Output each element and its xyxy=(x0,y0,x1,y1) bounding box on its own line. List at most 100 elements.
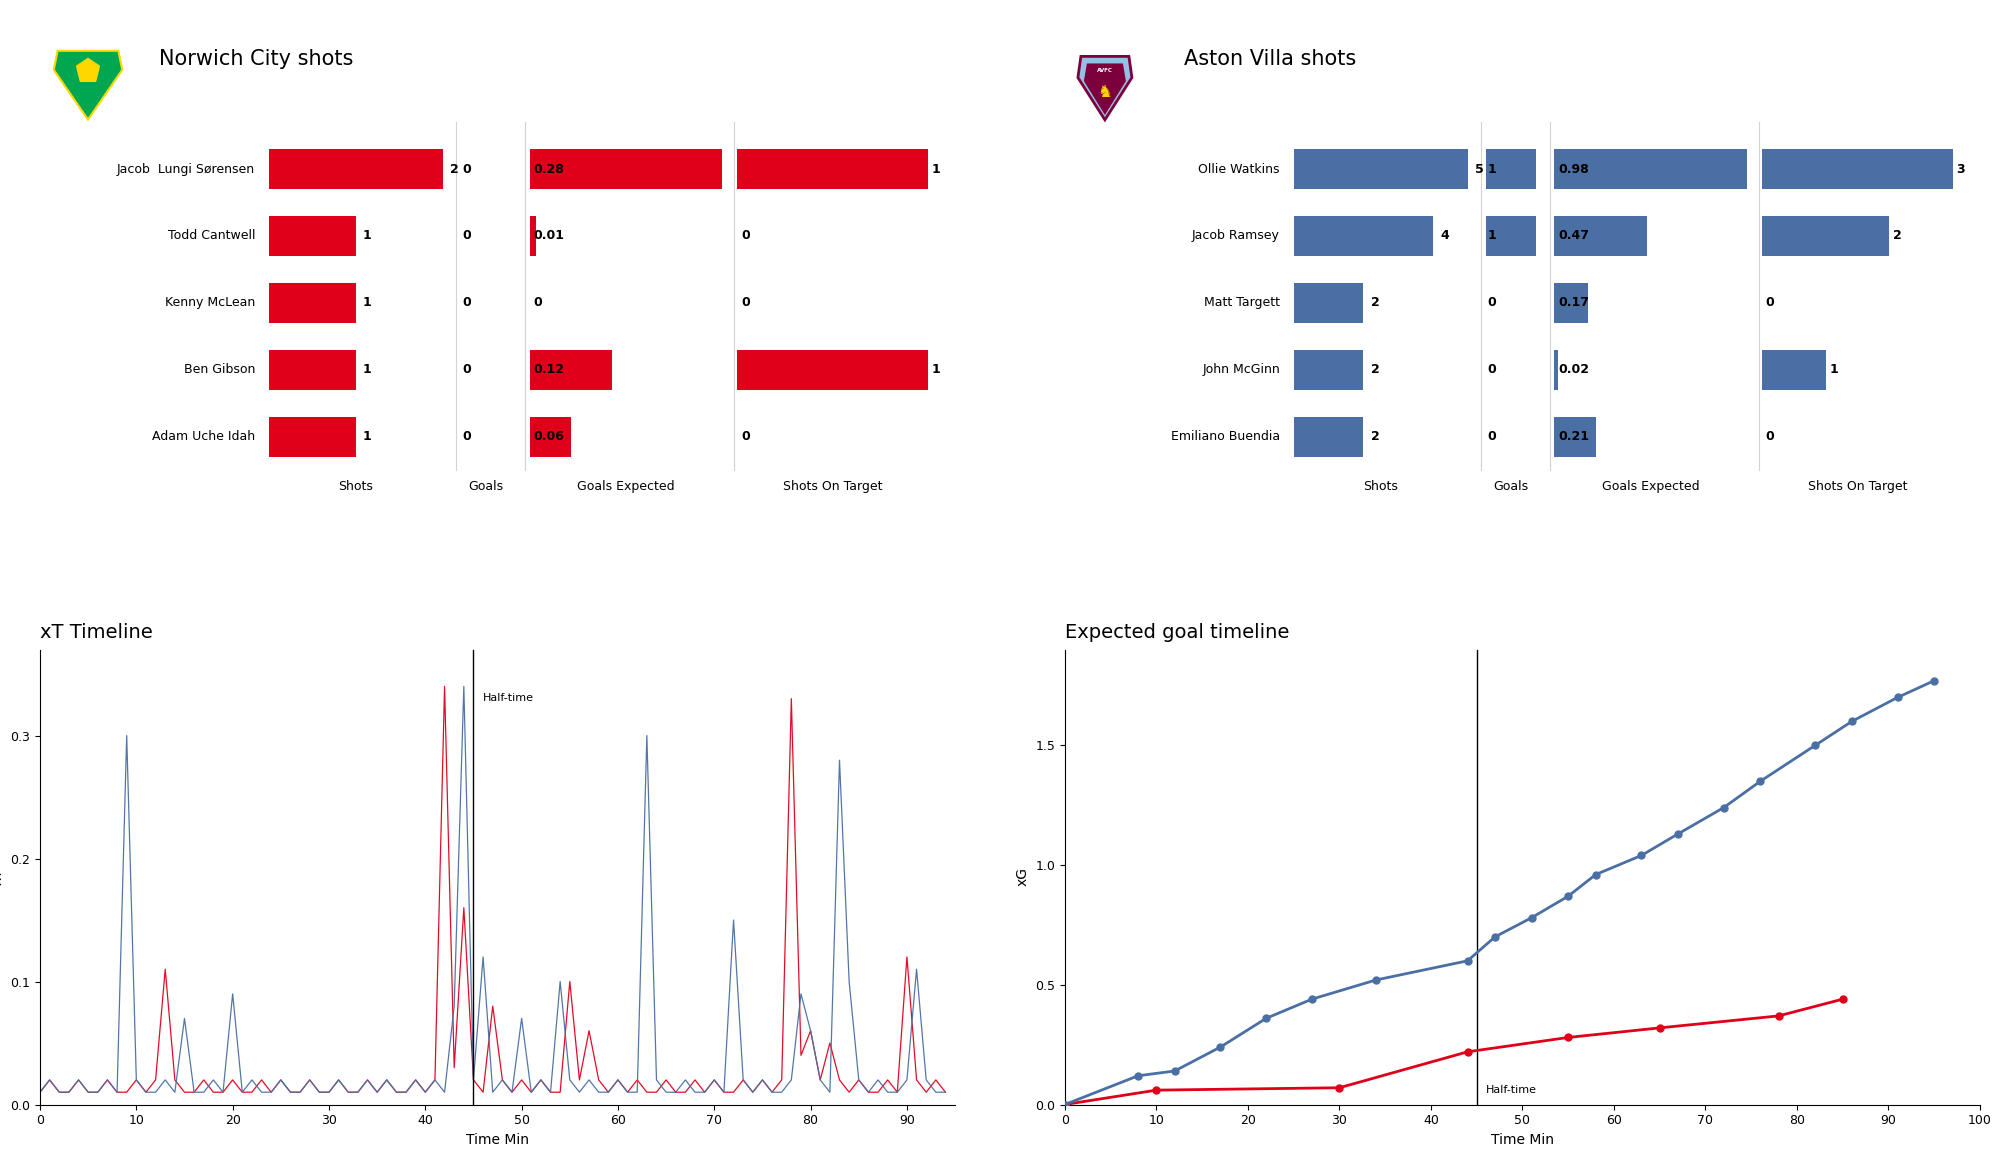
Text: 0: 0 xyxy=(1766,296,1774,309)
Bar xyxy=(530,350,612,390)
Text: 0.06: 0.06 xyxy=(534,430,564,443)
Text: 0: 0 xyxy=(740,296,750,309)
Y-axis label: xG: xG xyxy=(1016,867,1030,886)
Y-axis label: xT: xT xyxy=(0,868,4,886)
Bar xyxy=(1762,149,1952,189)
Text: 2: 2 xyxy=(1370,430,1380,443)
Bar xyxy=(268,216,356,256)
Text: Ben Gibson: Ben Gibson xyxy=(184,363,256,376)
Bar xyxy=(1554,216,1646,256)
Text: Goals: Goals xyxy=(1494,481,1528,494)
Text: 1: 1 xyxy=(364,363,372,376)
Text: AVFC: AVFC xyxy=(1096,68,1112,73)
Bar xyxy=(530,149,722,189)
Bar xyxy=(268,350,356,390)
Text: 1: 1 xyxy=(1488,229,1496,242)
Bar xyxy=(268,283,356,323)
Text: 3: 3 xyxy=(1956,162,1964,175)
Text: Shots On Target: Shots On Target xyxy=(1808,481,1908,494)
Text: 0: 0 xyxy=(1488,296,1496,309)
Text: Ollie Watkins: Ollie Watkins xyxy=(1198,162,1280,175)
Text: 0.47: 0.47 xyxy=(1558,229,1590,242)
Bar xyxy=(268,417,356,457)
Text: 0: 0 xyxy=(462,430,472,443)
Text: Shots: Shots xyxy=(338,481,374,494)
Text: Expected goal timeline: Expected goal timeline xyxy=(1064,624,1290,643)
Bar xyxy=(1554,149,1746,189)
Text: ♞: ♞ xyxy=(1098,82,1112,101)
X-axis label: Time Min: Time Min xyxy=(1490,1133,1554,1147)
Text: 0: 0 xyxy=(462,296,472,309)
Text: Goals Expected: Goals Expected xyxy=(1602,481,1700,494)
Text: Half-time: Half-time xyxy=(1486,1085,1536,1095)
Bar xyxy=(268,149,442,189)
Text: 0: 0 xyxy=(1766,430,1774,443)
Text: 2: 2 xyxy=(1370,363,1380,376)
Text: 1: 1 xyxy=(932,363,940,376)
Text: 0.21: 0.21 xyxy=(1558,430,1590,443)
Text: Half-time: Half-time xyxy=(484,692,534,703)
Text: 1: 1 xyxy=(364,296,372,309)
Text: Jacob  Lungi Sørensen: Jacob Lungi Sørensen xyxy=(116,162,256,175)
Text: 2: 2 xyxy=(1892,229,1902,242)
Text: Shots: Shots xyxy=(1364,481,1398,494)
Text: Matt Targett: Matt Targett xyxy=(1204,296,1280,309)
Text: Todd Cantwell: Todd Cantwell xyxy=(168,229,256,242)
Polygon shape xyxy=(1084,63,1126,115)
Text: 0.98: 0.98 xyxy=(1558,162,1588,175)
Text: 0: 0 xyxy=(740,430,750,443)
Text: 4: 4 xyxy=(1440,229,1448,242)
Bar xyxy=(1486,149,1536,189)
Text: 0.17: 0.17 xyxy=(1558,296,1590,309)
Text: 1: 1 xyxy=(1488,162,1496,175)
Bar xyxy=(1294,350,1364,390)
Bar xyxy=(1554,283,1588,323)
Bar xyxy=(1294,216,1432,256)
Text: 0: 0 xyxy=(534,296,542,309)
Text: 1: 1 xyxy=(364,430,372,443)
Text: xT Timeline: xT Timeline xyxy=(40,624,152,643)
Polygon shape xyxy=(1078,56,1132,120)
Bar xyxy=(1762,216,1890,256)
Text: 0: 0 xyxy=(462,363,472,376)
Text: Kenny McLean: Kenny McLean xyxy=(164,296,256,309)
Bar xyxy=(530,417,570,457)
Text: 0.01: 0.01 xyxy=(534,229,564,242)
Polygon shape xyxy=(76,59,100,81)
Text: 0: 0 xyxy=(740,229,750,242)
Text: Shots On Target: Shots On Target xyxy=(782,481,882,494)
Text: John McGinn: John McGinn xyxy=(1202,363,1280,376)
Text: 1: 1 xyxy=(932,162,940,175)
Bar xyxy=(1294,283,1364,323)
Bar xyxy=(1762,350,1826,390)
Bar xyxy=(1486,216,1536,256)
Text: 0: 0 xyxy=(1488,430,1496,443)
Bar xyxy=(738,149,928,189)
Text: Jacob Ramsey: Jacob Ramsey xyxy=(1192,229,1280,242)
Bar xyxy=(530,216,536,256)
Text: 0.28: 0.28 xyxy=(534,162,564,175)
Text: 1: 1 xyxy=(1830,363,1838,376)
Text: 0.12: 0.12 xyxy=(534,363,564,376)
Text: 1: 1 xyxy=(364,229,372,242)
Text: Goals Expected: Goals Expected xyxy=(576,481,674,494)
Text: 0: 0 xyxy=(462,162,472,175)
Text: Goals: Goals xyxy=(468,481,504,494)
Text: 0: 0 xyxy=(1488,363,1496,376)
Text: Emiliano Buendia: Emiliano Buendia xyxy=(1170,430,1280,443)
Text: 0: 0 xyxy=(462,229,472,242)
Bar xyxy=(738,350,928,390)
Text: Aston Villa shots: Aston Villa shots xyxy=(1184,48,1356,68)
Text: Adam Uche Idah: Adam Uche Idah xyxy=(152,430,256,443)
Text: 2: 2 xyxy=(1370,296,1380,309)
X-axis label: Time Min: Time Min xyxy=(466,1133,530,1147)
Text: 5: 5 xyxy=(1474,162,1484,175)
Text: Norwich City shots: Norwich City shots xyxy=(158,48,354,68)
Text: 2: 2 xyxy=(450,162,458,175)
Bar xyxy=(1554,417,1596,457)
Bar xyxy=(1294,417,1364,457)
Bar xyxy=(1554,350,1558,390)
Polygon shape xyxy=(54,51,122,120)
Text: 0.02: 0.02 xyxy=(1558,363,1590,376)
Bar xyxy=(1294,149,1468,189)
